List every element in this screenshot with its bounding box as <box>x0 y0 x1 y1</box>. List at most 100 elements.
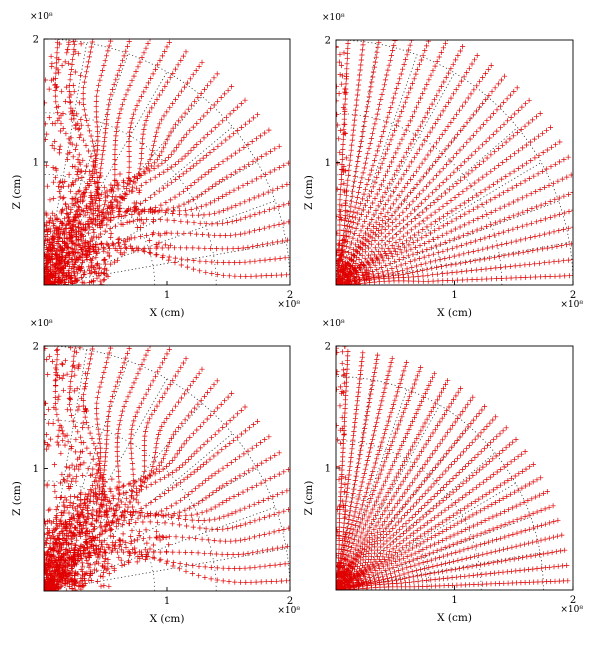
data-marker <box>191 503 197 509</box>
data-marker <box>251 195 257 201</box>
data-marker <box>47 219 53 226</box>
data-marker <box>61 183 67 189</box>
data-marker <box>155 519 161 525</box>
data-marker <box>266 224 272 230</box>
data-marker <box>426 77 432 83</box>
data-marker <box>141 447 147 454</box>
data-marker <box>69 251 75 257</box>
data-marker <box>55 247 61 253</box>
data-marker <box>419 200 425 206</box>
data-marker <box>392 209 398 215</box>
data-marker <box>76 362 82 368</box>
data-marker <box>133 509 139 515</box>
data-marker <box>78 440 84 446</box>
data-marker <box>336 241 342 247</box>
data-marker <box>161 419 167 426</box>
data-marker <box>57 266 63 272</box>
data-marker <box>512 151 518 157</box>
data-marker <box>363 109 370 115</box>
data-marker <box>397 246 403 252</box>
data-marker <box>393 232 399 238</box>
data-marker <box>94 451 100 457</box>
data-marker <box>77 72 84 78</box>
data-marker <box>97 484 103 490</box>
data-marker <box>98 269 104 275</box>
data-marker <box>382 124 388 130</box>
data-marker <box>97 450 103 456</box>
data-marker <box>45 371 51 378</box>
data-marker <box>107 199 114 206</box>
data-marker <box>45 518 51 525</box>
data-marker <box>45 273 51 280</box>
data-marker <box>399 109 405 115</box>
data-marker <box>209 473 215 479</box>
data-marker <box>243 273 249 279</box>
data-marker <box>70 154 76 160</box>
data-marker <box>249 485 255 491</box>
data-marker <box>72 275 79 281</box>
data-marker <box>374 191 380 197</box>
data-marker <box>337 222 343 228</box>
data-marker <box>359 134 365 140</box>
data-marker <box>168 129 174 135</box>
data-marker <box>157 57 163 63</box>
data-marker <box>194 194 200 200</box>
data-marker <box>520 249 526 255</box>
data-marker <box>101 202 107 208</box>
data-marker <box>394 252 400 258</box>
data-marker <box>438 241 444 247</box>
data-marker <box>76 404 82 410</box>
data-marker <box>180 360 186 366</box>
data-marker <box>349 224 355 230</box>
data-marker <box>185 413 191 419</box>
data-marker <box>283 578 290 584</box>
data-marker <box>355 243 361 250</box>
data-marker <box>364 198 370 204</box>
data-marker <box>147 156 153 162</box>
data-marker <box>358 201 364 207</box>
data-marker <box>141 89 147 95</box>
data-marker <box>56 180 62 186</box>
data-marker <box>341 187 347 193</box>
data-marker <box>417 146 423 152</box>
data-marker <box>162 520 168 526</box>
data-marker <box>160 466 166 472</box>
data-marker <box>336 230 340 236</box>
data-marker <box>191 451 197 457</box>
data-marker <box>559 243 565 249</box>
data-marker <box>82 212 88 218</box>
data-marker <box>229 510 235 517</box>
data-marker <box>143 179 149 186</box>
data-marker <box>129 385 135 391</box>
data-marker <box>118 369 124 375</box>
data-marker <box>285 237 290 243</box>
data-marker <box>75 456 81 462</box>
data-marker <box>419 267 425 274</box>
data-marker <box>139 361 145 367</box>
data-marker <box>455 131 461 137</box>
data-marker <box>213 487 219 493</box>
data-marker <box>101 214 107 220</box>
data-marker <box>158 459 165 465</box>
data-marker <box>102 454 108 460</box>
data-marker <box>74 518 80 524</box>
data-marker <box>226 565 232 571</box>
data-marker <box>197 138 203 144</box>
data-marker <box>103 125 109 131</box>
data-marker <box>353 107 359 113</box>
data-marker <box>504 96 510 102</box>
data-marker <box>89 346 95 352</box>
data-marker <box>53 365 59 371</box>
data-marker <box>491 254 497 260</box>
data-marker <box>170 125 176 131</box>
data-marker <box>76 580 82 586</box>
data-marker <box>365 177 372 183</box>
data-marker <box>390 189 396 195</box>
data-marker <box>543 216 549 222</box>
data-marker <box>466 209 472 215</box>
data-marker <box>507 136 513 142</box>
data-marker <box>192 98 198 104</box>
data-marker <box>112 197 118 203</box>
data-marker <box>172 454 178 460</box>
data-marker <box>277 561 283 568</box>
